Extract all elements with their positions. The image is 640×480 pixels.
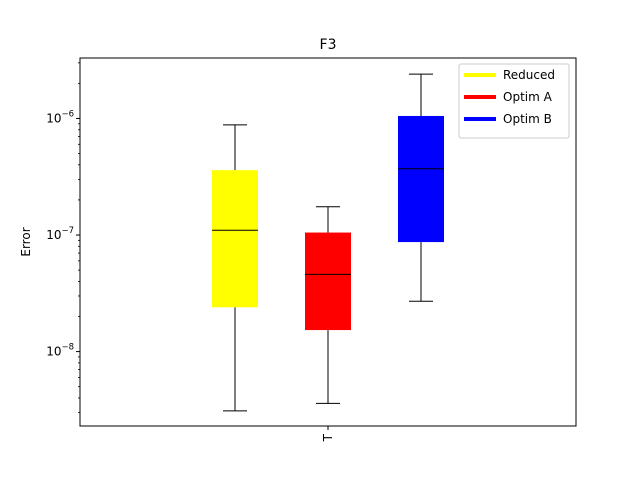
y-tick-label: 10−6 (46, 109, 74, 125)
box-series-0 (212, 124, 258, 412)
x-tick-label: T (321, 433, 335, 442)
y-axis-label: Error (19, 227, 33, 256)
box-body (212, 170, 258, 308)
box-group (212, 73, 444, 412)
y-tick-base: 10 (46, 345, 61, 359)
box-body (305, 232, 351, 331)
legend: Reduced Optim A Optim B (458, 63, 570, 139)
legend-label-2: Optim B (503, 112, 552, 126)
legend-label-0: Reduced (503, 68, 555, 82)
box-series-2 (398, 73, 444, 302)
y-tick-label: 10−8 (46, 343, 74, 359)
chart-title: F3 (320, 37, 337, 53)
box-series-1 (305, 206, 351, 404)
y-tick-exponent: −8 (61, 343, 74, 353)
y-tick-exponent: −7 (61, 226, 74, 236)
y-axis-ticks: 10−810−710−6 (46, 62, 80, 413)
y-tick-base: 10 (46, 228, 61, 242)
y-tick-label: 10−7 (46, 226, 74, 242)
x-axis-ticks: T (321, 426, 335, 442)
y-tick-base: 10 (46, 111, 61, 125)
box-body (398, 115, 444, 243)
y-tick-exponent: −6 (61, 109, 74, 119)
legend-label-1: Optim A (503, 90, 553, 104)
